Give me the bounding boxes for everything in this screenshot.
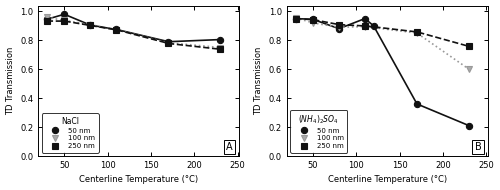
Line: 250 nm: 250 nm	[292, 15, 472, 49]
250 nm	[44, 20, 50, 22]
250 nm	[414, 31, 420, 33]
250 nm	[310, 18, 316, 21]
Text: A: A	[226, 142, 232, 152]
Text: B: B	[474, 142, 482, 152]
Y-axis label: TD Transmission: TD Transmission	[6, 47, 15, 115]
50 nm	[310, 18, 316, 21]
100 nm	[166, 42, 172, 44]
250 nm	[466, 45, 472, 48]
100 nm	[218, 46, 224, 49]
Line: 50 nm: 50 nm	[44, 11, 224, 45]
50 nm	[88, 24, 94, 26]
250 nm	[166, 42, 172, 45]
250 nm	[61, 20, 67, 22]
50 nm	[466, 124, 472, 127]
Line: 100 nm: 100 nm	[44, 14, 224, 51]
100 nm	[414, 32, 420, 34]
50 nm	[61, 13, 67, 15]
Line: 250 nm: 250 nm	[44, 18, 224, 52]
50 nm	[218, 38, 224, 41]
X-axis label: Centerline Temperature (°C): Centerline Temperature (°C)	[80, 175, 198, 184]
250 nm	[114, 28, 119, 31]
Legend: 50 nm, 100 nm, 250 nm: 50 nm, 100 nm, 250 nm	[42, 113, 98, 153]
100 nm	[466, 68, 472, 70]
Line: 50 nm: 50 nm	[292, 15, 472, 129]
250 nm	[218, 48, 224, 50]
100 nm	[61, 19, 67, 21]
250 nm	[362, 25, 368, 27]
Y-axis label: TD Transmission: TD Transmission	[254, 47, 263, 115]
X-axis label: Centerline Temperature (°C): Centerline Temperature (°C)	[328, 175, 447, 184]
50 nm	[166, 41, 172, 43]
250 nm	[88, 24, 94, 27]
100 nm	[336, 26, 342, 28]
Legend: 50 nm, 100 nm, 250 nm: 50 nm, 100 nm, 250 nm	[290, 110, 347, 153]
50 nm	[370, 25, 376, 27]
100 nm	[310, 22, 316, 24]
250 nm	[336, 24, 342, 26]
100 nm	[362, 25, 368, 28]
100 nm	[292, 17, 298, 19]
50 nm	[292, 17, 298, 20]
50 nm	[362, 17, 368, 20]
50 nm	[414, 103, 420, 105]
50 nm	[336, 28, 342, 30]
100 nm	[44, 16, 50, 19]
100 nm	[88, 24, 94, 26]
50 nm	[44, 18, 50, 21]
50 nm	[114, 28, 119, 31]
250 nm	[292, 17, 298, 20]
Line: 100 nm: 100 nm	[292, 15, 472, 72]
100 nm	[114, 28, 119, 31]
